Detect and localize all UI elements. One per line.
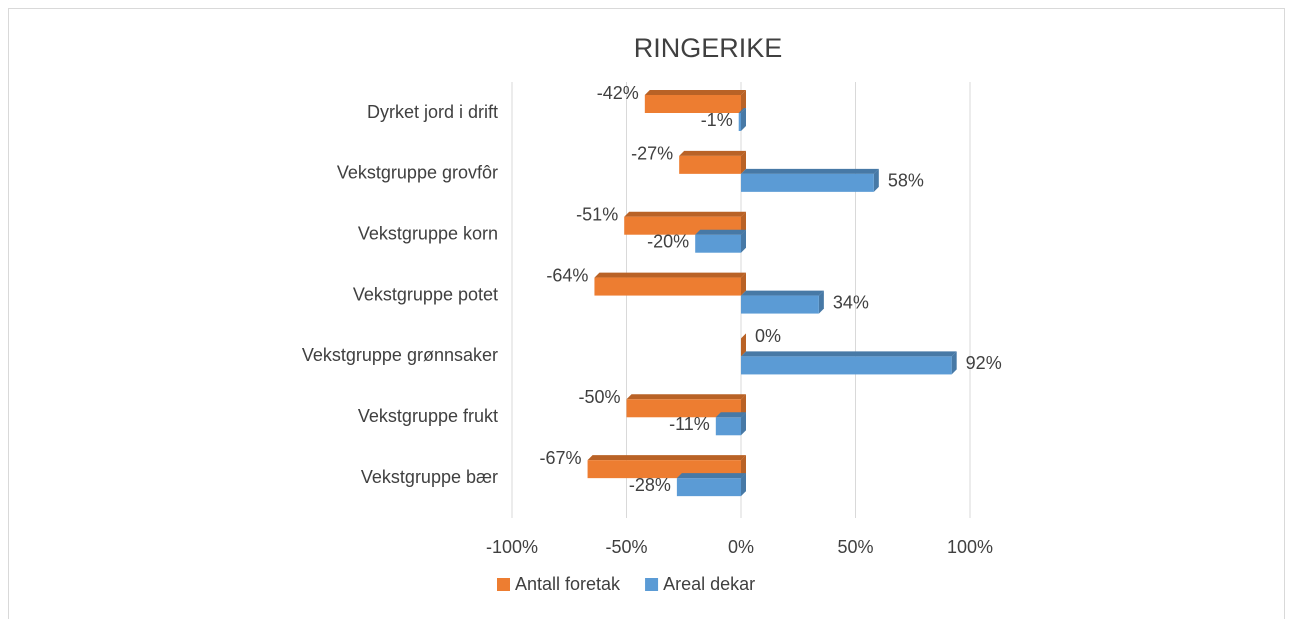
category-label: Vekstgruppe bær [361,467,498,487]
bar-side [741,229,746,253]
legend-label: Areal dekar [663,574,755,594]
value-label: 34% [833,292,869,312]
category-label: Vekstgruppe potet [353,284,498,304]
bar-side [741,272,746,296]
bar-side [741,394,746,418]
bar [695,234,741,253]
bar-side [741,412,746,436]
x-tick-label: 50% [837,537,873,557]
category-label: Dyrket jord i drift [367,102,498,122]
bar-top [587,455,746,461]
bar-side [873,168,879,192]
bar-side [741,211,746,235]
x-tick-label: 0% [728,537,754,557]
value-label: -28% [629,475,671,495]
bar-side [741,455,746,479]
bar [738,113,741,131]
value-label: -1% [701,110,733,130]
bar-top [738,108,746,113]
bar-side [741,333,746,357]
bar-top [594,272,746,278]
bar-top [741,168,879,174]
bar-top [676,473,746,479]
bar-top [741,290,824,296]
value-label: -11% [669,414,710,434]
value-label: -20% [647,231,689,251]
legend-label: Antall foretak [515,574,621,594]
value-label: -42% [597,83,639,103]
bar-top [715,412,746,418]
bar-top [695,229,746,235]
legend-swatch [497,578,510,591]
category-label: Vekstgruppe grovfôr [337,163,498,183]
x-tick-label: -50% [605,537,647,557]
bar-side [741,150,746,174]
bar [679,155,741,174]
bar-top [626,394,746,400]
category-label: Vekstgruppe frukt [358,406,498,426]
category-label: Vekstgruppe korn [358,223,498,243]
bar-side [741,473,746,497]
bar-top [624,211,746,217]
x-tick-label: -100% [486,537,538,557]
bar [715,417,741,436]
value-label: 58% [888,171,924,191]
value-label: -50% [578,387,620,407]
category-label: Vekstgruppe grønnsaker [302,345,498,365]
value-label: -51% [576,204,618,224]
value-label: 92% [966,353,1002,373]
value-label: -67% [540,448,582,468]
bar-side [741,90,746,113]
bar-top [679,150,746,156]
bar [644,95,741,113]
x-tick-label: 100% [947,537,993,557]
value-label: -27% [631,144,673,164]
legend-swatch [645,578,659,591]
bar-top [644,90,746,95]
bar [594,277,741,296]
bar-side [951,351,957,375]
bar [741,295,819,314]
chart-title: RINGERIKE [634,33,783,63]
bar [741,173,874,192]
value-label: 0% [755,326,781,346]
value-label: -64% [546,265,588,285]
bar [741,356,952,375]
bar-side [741,108,746,131]
bar-top [741,351,957,357]
bar [626,399,741,418]
bar [676,478,741,497]
bar-side [818,290,824,314]
